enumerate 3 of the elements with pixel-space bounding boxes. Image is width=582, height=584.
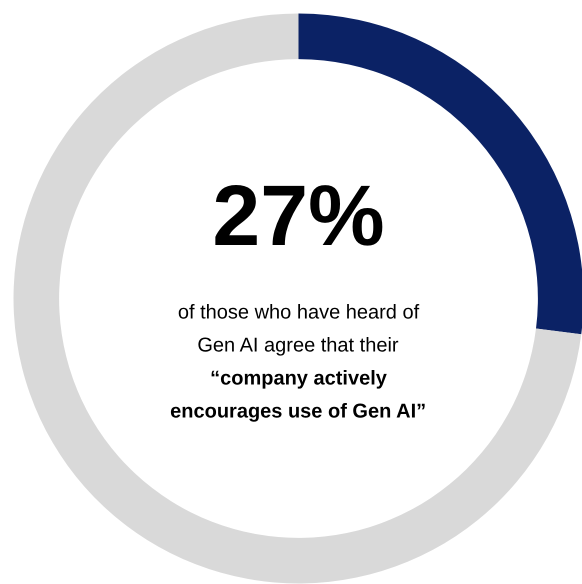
text: “company actively encourages use of Gen AI”: [170, 368, 426, 422]
text: of those who have heard of Gen AI agree that their: [178, 302, 420, 356]
data-label: 27%: [212, 168, 385, 264]
